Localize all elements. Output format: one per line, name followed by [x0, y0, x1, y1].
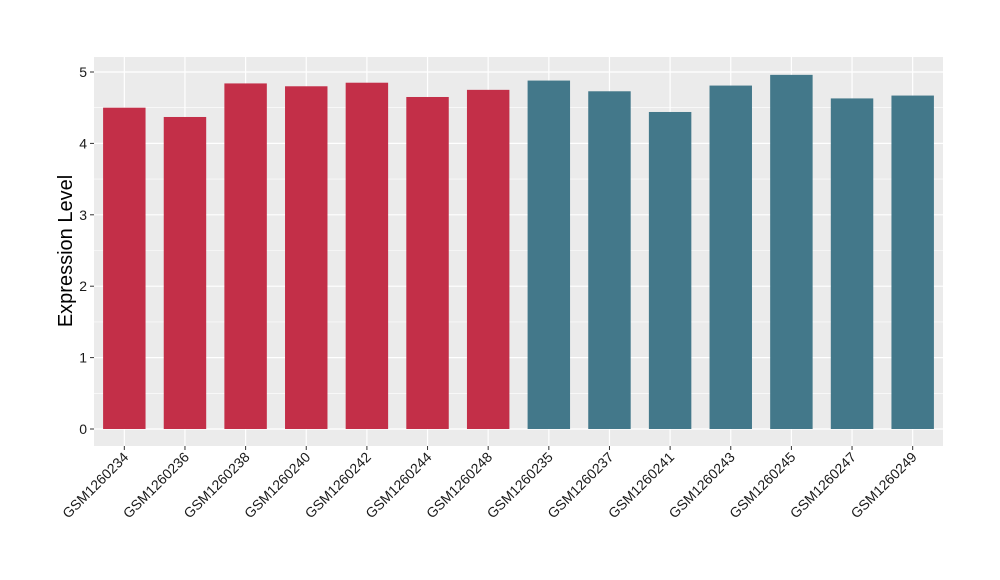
y-axis: 0 1 2 3 4 5 — [79, 64, 94, 437]
bar — [830, 98, 874, 429]
bar — [770, 74, 813, 429]
y-tick-label: 5 — [79, 64, 87, 80]
bar — [891, 95, 934, 429]
y-tick-label: 2 — [79, 278, 87, 294]
bar — [224, 83, 267, 429]
bar — [163, 116, 207, 430]
plot-panel — [94, 57, 943, 446]
y-axis-title: Expression Level — [55, 175, 77, 327]
bar — [527, 80, 571, 430]
y-tick-label: 4 — [79, 135, 87, 151]
bars — [103, 74, 934, 430]
bar — [285, 86, 328, 429]
bar — [406, 96, 449, 430]
bar — [103, 107, 146, 429]
bar — [588, 91, 631, 429]
bar — [709, 85, 752, 429]
y-tick-label: 3 — [79, 207, 87, 223]
y-tick-label: 1 — [79, 350, 87, 366]
bar — [345, 82, 389, 430]
y-tick-label: 0 — [79, 421, 87, 437]
bar — [648, 111, 692, 429]
bar — [466, 89, 510, 429]
x-axis: GSM1260234GSM1260236GSM1260238GSM1260240… — [59, 446, 920, 521]
